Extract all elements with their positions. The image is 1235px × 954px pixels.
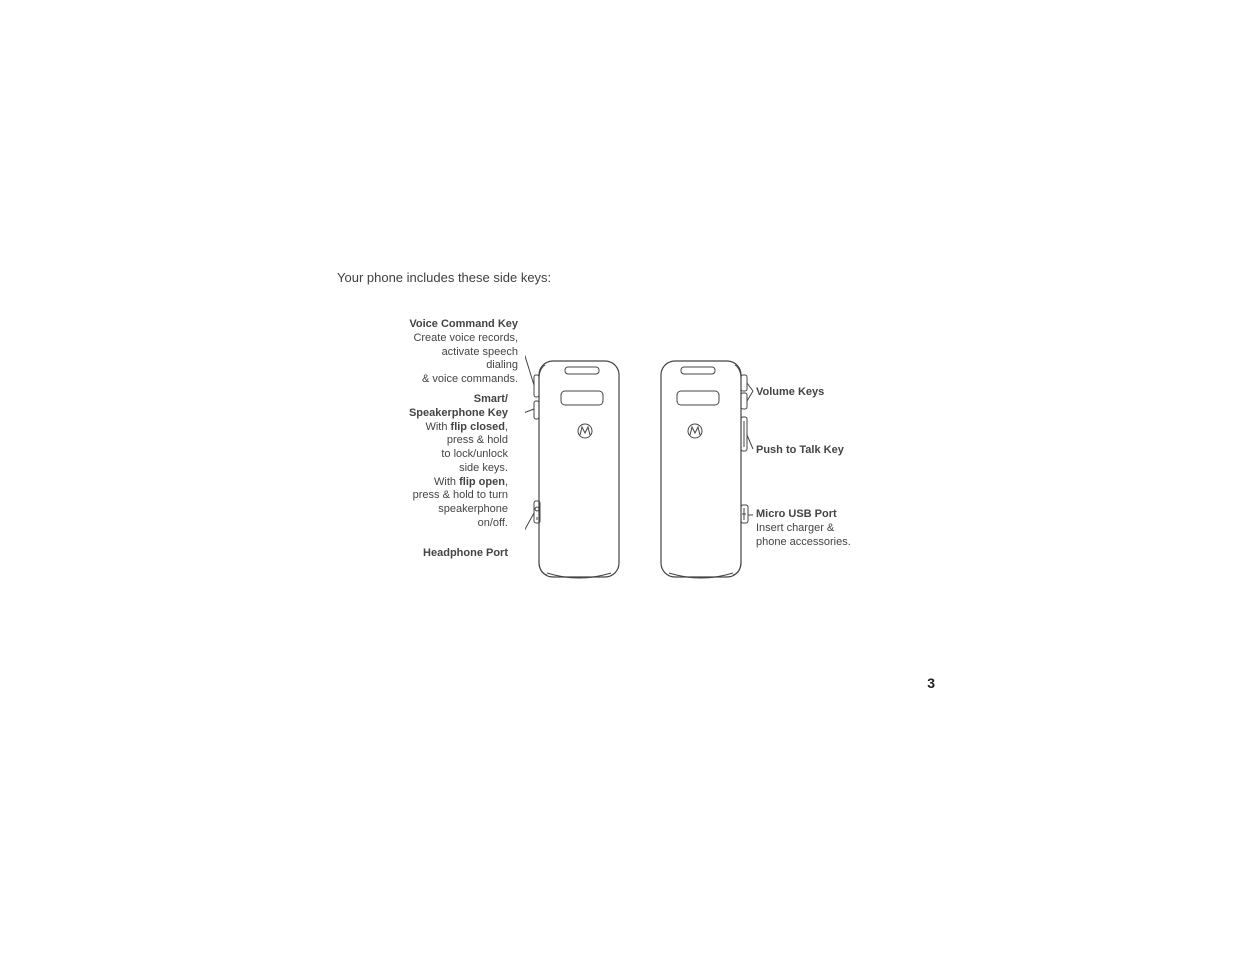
voice-command-l1: Create voice records,	[413, 332, 518, 344]
smart-l1b: flip closed	[451, 421, 505, 433]
leader-smart	[525, 409, 534, 417]
smart-l6: press & hold to turn	[413, 489, 508, 501]
headphone-title: Headphone Port	[408, 547, 508, 561]
phone-right-view-icon	[661, 361, 748, 578]
leader-voice-command	[525, 355, 534, 385]
voice-command-l3: & voice commands.	[422, 373, 518, 385]
voice-command-l2: activate speech dialing	[442, 346, 518, 372]
smart-l5b: flip open	[459, 476, 505, 488]
leader-volume-2	[747, 391, 753, 401]
smart-l3: to lock/unlock	[441, 448, 508, 460]
smart-l7: speakerphone on/off.	[438, 503, 508, 529]
smart-title2: Speakerphone Key	[408, 407, 508, 421]
smart-l2: press & hold	[447, 434, 508, 446]
smart-title1: Smart/	[408, 393, 508, 407]
label-headphone-port: Headphone Port	[408, 547, 508, 561]
leader-headphone	[525, 513, 534, 551]
leader-volume	[747, 383, 753, 391]
smart-l1a: With	[425, 421, 450, 433]
phone-left-view-icon	[534, 361, 619, 578]
smart-l1c: ,	[505, 421, 508, 433]
smart-l4: side keys.	[459, 462, 508, 474]
leader-ptt	[747, 435, 753, 449]
intro-text: Your phone includes these side keys:	[337, 270, 551, 285]
label-smart-speakerphone: Smart/ Speakerphone Key With flip closed…	[408, 393, 508, 531]
smart-l5a: With	[434, 476, 459, 488]
voice-command-title: Voice Command Key	[408, 318, 518, 332]
phone-diagram-svg	[525, 355, 905, 615]
page-number: 3	[927, 675, 935, 691]
page: Your phone includes these side keys: Voi…	[0, 0, 1235, 954]
label-voice-command: Voice Command Key Create voice records, …	[408, 318, 518, 387]
smart-l5c: ,	[505, 476, 508, 488]
